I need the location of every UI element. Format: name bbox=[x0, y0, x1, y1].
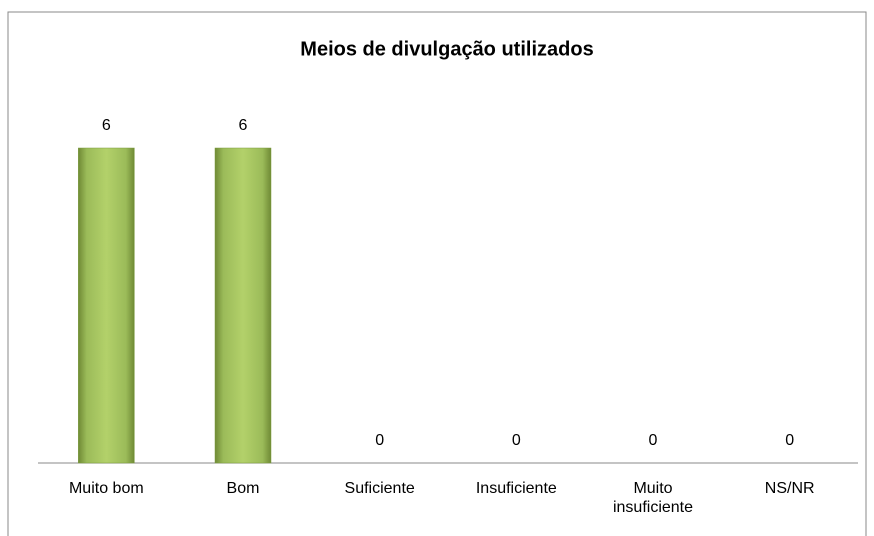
bar bbox=[214, 147, 272, 464]
x-tick-label: Insuficiente bbox=[475, 480, 557, 497]
chart-border bbox=[7, 11, 867, 536]
bar bbox=[78, 147, 135, 464]
data-label: 0 bbox=[649, 432, 658, 449]
data-label: 0 bbox=[512, 432, 521, 449]
data-label: 6 bbox=[102, 117, 111, 134]
x-tick-label: Suficiente bbox=[344, 480, 415, 497]
data-label: 6 bbox=[239, 117, 248, 134]
chart-title: Meios de divulgação utilizados bbox=[300, 38, 593, 60]
x-tick-label: Bom bbox=[226, 480, 260, 497]
data-label: 0 bbox=[785, 432, 794, 449]
data-label: 0 bbox=[375, 432, 384, 449]
x-tick-label: Muito insuficiente bbox=[612, 480, 694, 516]
x-tick-label: Muito bom bbox=[68, 480, 144, 497]
x-tick-label: NS/NR bbox=[764, 480, 815, 497]
